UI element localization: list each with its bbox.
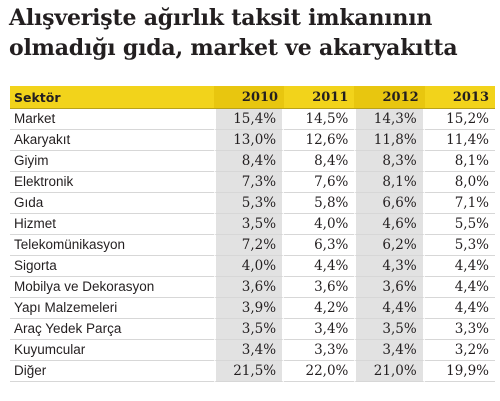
value-cell-2013: 4,4% bbox=[424, 277, 495, 298]
table-row: Mobilya ve Dekorasyon 3,6% 3,6% 3,6% 4,4% bbox=[10, 277, 495, 298]
value-cell-2012: 21,0% bbox=[354, 361, 425, 382]
value-cell-2012: 4,6% bbox=[354, 214, 425, 235]
value-cell-2010: 21,5% bbox=[213, 361, 285, 382]
value-cell-2011: 22,0% bbox=[284, 361, 355, 382]
table-row: Elektronik 7,3% 7,6% 8,1% 8,0% bbox=[10, 172, 495, 193]
sector-name-cell: Sigorta bbox=[10, 256, 214, 277]
value-cell-2010: 4,0% bbox=[213, 256, 285, 277]
sector-name-cell: Telekomünikasyon bbox=[10, 235, 214, 256]
value-cell-2012: 8,3% bbox=[354, 151, 425, 172]
value-cell-2010: 15,4% bbox=[213, 109, 285, 130]
table-row: Market 15,4% 14,5% 14,3% 15,2% bbox=[10, 109, 495, 130]
value-cell-2011: 5,8% bbox=[284, 193, 355, 214]
sector-name-cell: Gıda bbox=[10, 193, 214, 214]
table-row: Gıda 5,3% 5,8% 6,6% 7,1% bbox=[10, 193, 495, 214]
value-cell-2010: 7,3% bbox=[213, 172, 285, 193]
sector-name-cell: Mobilya ve Dekorasyon bbox=[10, 277, 214, 298]
table-row: Hizmet 3,5% 4,0% 4,6% 5,5% bbox=[10, 214, 495, 235]
sector-table: Sektör 2010 2011 2012 2013 Market 15,4% 14… bbox=[10, 86, 495, 382]
value-cell-2010: 8,4% bbox=[213, 151, 285, 172]
sector-name-cell: Giyim bbox=[10, 151, 214, 172]
value-cell-2013: 3,2% bbox=[424, 340, 495, 361]
value-cell-2012: 8,1% bbox=[354, 172, 425, 193]
value-cell-2013: 19,9% bbox=[424, 361, 495, 382]
value-cell-2010: 3,5% bbox=[213, 319, 285, 340]
title-line-1: Alışverişte ağırlık taksit imkanının bbox=[9, 5, 433, 31]
table-row: Yapı Malzemeleri 3,9% 4,2% 4,4% 4,4% bbox=[10, 298, 495, 319]
value-cell-2013: 5,5% bbox=[424, 214, 495, 235]
value-cell-2013: 4,4% bbox=[424, 256, 495, 277]
value-cell-2013: 8,1% bbox=[424, 151, 495, 172]
value-cell-2011: 6,3% bbox=[284, 235, 355, 256]
value-cell-2011: 7,6% bbox=[284, 172, 355, 193]
column-header-2013: 2013 bbox=[424, 86, 495, 109]
value-cell-2013: 5,3% bbox=[424, 235, 495, 256]
value-cell-2012: 6,6% bbox=[354, 193, 425, 214]
value-cell-2012: 4,4% bbox=[354, 298, 425, 319]
value-cell-2013: 15,2% bbox=[424, 109, 495, 130]
table-row: Telekomünikasyon 7,2% 6,3% 6,2% 5,3% bbox=[10, 235, 495, 256]
value-cell-2013: 4,4% bbox=[424, 298, 495, 319]
sector-name-cell: Elektronik bbox=[10, 172, 214, 193]
table-row: Sigorta 4,0% 4,4% 4,3% 4,4% bbox=[10, 256, 495, 277]
sector-name-cell: Araç Yedek Parça bbox=[10, 319, 214, 340]
table-row: Giyim 8,4% 8,4% 8,3% 8,1% bbox=[10, 151, 495, 172]
value-cell-2010: 3,5% bbox=[213, 214, 285, 235]
value-cell-2012: 3,5% bbox=[354, 319, 425, 340]
value-cell-2011: 8,4% bbox=[284, 151, 355, 172]
value-cell-2010: 3,9% bbox=[213, 298, 285, 319]
value-cell-2013: 11,4% bbox=[424, 130, 495, 151]
table-row: Diğer 21,5% 22,0% 21,0% 19,9% bbox=[10, 361, 495, 382]
value-cell-2013: 3,3% bbox=[424, 319, 495, 340]
value-cell-2012: 3,6% bbox=[354, 277, 425, 298]
value-cell-2011: 4,4% bbox=[284, 256, 355, 277]
column-header-2012: 2012 bbox=[354, 86, 425, 109]
table-row: Akaryakıt 13,0% 12,6% 11,8% 11,4% bbox=[10, 130, 495, 151]
column-header-sector: Sektör bbox=[10, 86, 214, 109]
table-header-row: Sektör 2010 2011 2012 2013 bbox=[10, 86, 495, 109]
value-cell-2011: 3,3% bbox=[284, 340, 355, 361]
value-cell-2011: 12,6% bbox=[284, 130, 355, 151]
chart-title: Alışverişte ağırlık taksit imkanının olm… bbox=[9, 3, 497, 63]
value-cell-2012: 14,3% bbox=[354, 109, 425, 130]
sector-name-cell: Kuyumcular bbox=[10, 340, 214, 361]
value-cell-2011: 4,0% bbox=[284, 214, 355, 235]
column-header-2011: 2011 bbox=[284, 86, 355, 109]
title-line-2: olmadığı gıda, market ve akaryakıtta bbox=[9, 35, 458, 61]
table-row: Kuyumcular 3,4% 3,3% 3,4% 3,2% bbox=[10, 340, 495, 361]
value-cell-2010: 5,3% bbox=[213, 193, 285, 214]
value-cell-2013: 7,1% bbox=[424, 193, 495, 214]
value-cell-2010: 3,4% bbox=[213, 340, 285, 361]
value-cell-2010: 7,2% bbox=[213, 235, 285, 256]
value-cell-2012: 11,8% bbox=[354, 130, 425, 151]
sector-name-cell: Akaryakıt bbox=[10, 130, 214, 151]
sector-name-cell: Diğer bbox=[10, 361, 214, 382]
value-cell-2012: 6,2% bbox=[354, 235, 425, 256]
value-cell-2011: 4,2% bbox=[284, 298, 355, 319]
value-cell-2011: 14,5% bbox=[284, 109, 355, 130]
value-cell-2012: 3,4% bbox=[354, 340, 425, 361]
table-body: Market 15,4% 14,5% 14,3% 15,2% Akaryakıt 13,0%… bbox=[10, 109, 495, 382]
value-cell-2011: 3,6% bbox=[284, 277, 355, 298]
sector-name-cell: Yapı Malzemeleri bbox=[10, 298, 214, 319]
value-cell-2010: 13,0% bbox=[213, 130, 285, 151]
sector-name-cell: Market bbox=[10, 109, 214, 130]
value-cell-2010: 3,6% bbox=[213, 277, 285, 298]
value-cell-2013: 8,0% bbox=[424, 172, 495, 193]
column-header-2010: 2010 bbox=[213, 86, 285, 109]
sector-name-cell: Hizmet bbox=[10, 214, 214, 235]
value-cell-2012: 4,3% bbox=[354, 256, 425, 277]
table-row: Araç Yedek Parça 3,5% 3,4% 3,5% 3,3% bbox=[10, 319, 495, 340]
value-cell-2011: 3,4% bbox=[284, 319, 355, 340]
